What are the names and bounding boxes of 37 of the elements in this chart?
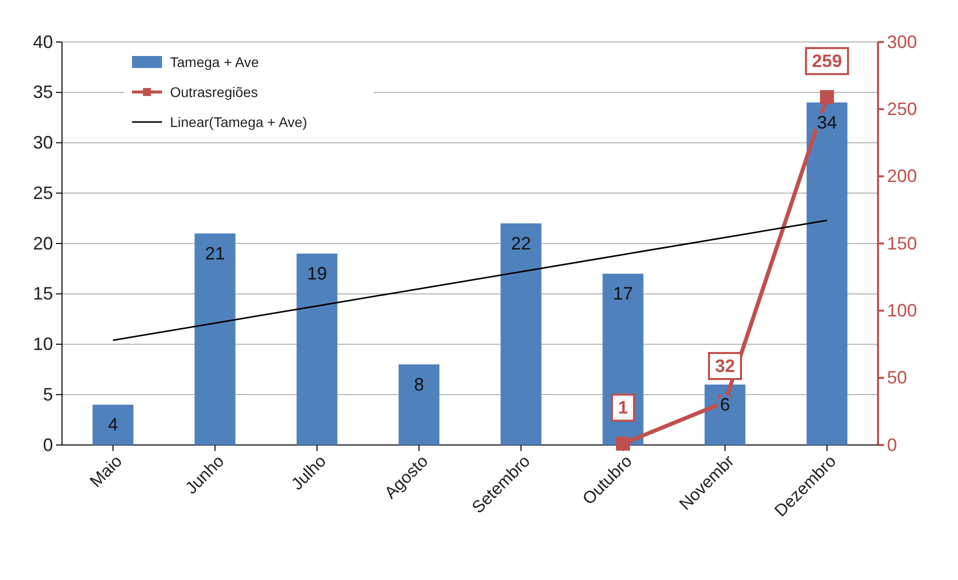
data-label: 17 — [612, 284, 634, 304]
y2-tick-label: 250 — [887, 98, 918, 119]
bar — [704, 384, 746, 445]
data-label: 4 — [108, 414, 118, 435]
data-label: 8 — [414, 374, 424, 394]
y-tick-label: 20 — [32, 233, 53, 254]
y2-tick-label: 0 — [887, 434, 898, 455]
y2-tick-label: 300 — [887, 32, 918, 52]
y-tick-label: 25 — [32, 182, 53, 203]
data-label: 32 — [714, 356, 736, 376]
data-label: 19 — [306, 264, 328, 284]
data-label: 21 — [204, 243, 226, 264]
bar — [806, 102, 848, 445]
y2-tick-label: 50 — [887, 368, 908, 388]
y-tick-label: 0 — [42, 434, 53, 455]
y-tick-label: 15 — [32, 284, 53, 304]
y2-tick-label: 200 — [887, 166, 918, 186]
y-tick-label: 35 — [32, 82, 53, 102]
point — [616, 436, 630, 451]
bar — [398, 364, 440, 445]
y-tick-label: 40 — [32, 32, 53, 52]
legend-label: Linear(Tamega + Ave) — [170, 114, 308, 130]
data-label: 259 — [812, 51, 842, 72]
y2-tick-label: 100 — [887, 300, 918, 320]
legend-label: Tamega + Ave — [170, 54, 260, 70]
y-tick-label: 10 — [32, 334, 53, 354]
y2-tick-label: 150 — [887, 233, 918, 254]
y-tick-label: 30 — [32, 132, 53, 153]
line-series — [112, 220, 828, 341]
y-tick-label: 5 — [42, 384, 53, 404]
data-label: 1 — [618, 398, 628, 418]
bar — [500, 223, 542, 445]
bar — [194, 233, 236, 445]
data-label: 22 — [510, 233, 532, 254]
legend-label: Outrasregiões — [170, 84, 258, 100]
point — [820, 90, 834, 104]
bar — [296, 254, 338, 445]
